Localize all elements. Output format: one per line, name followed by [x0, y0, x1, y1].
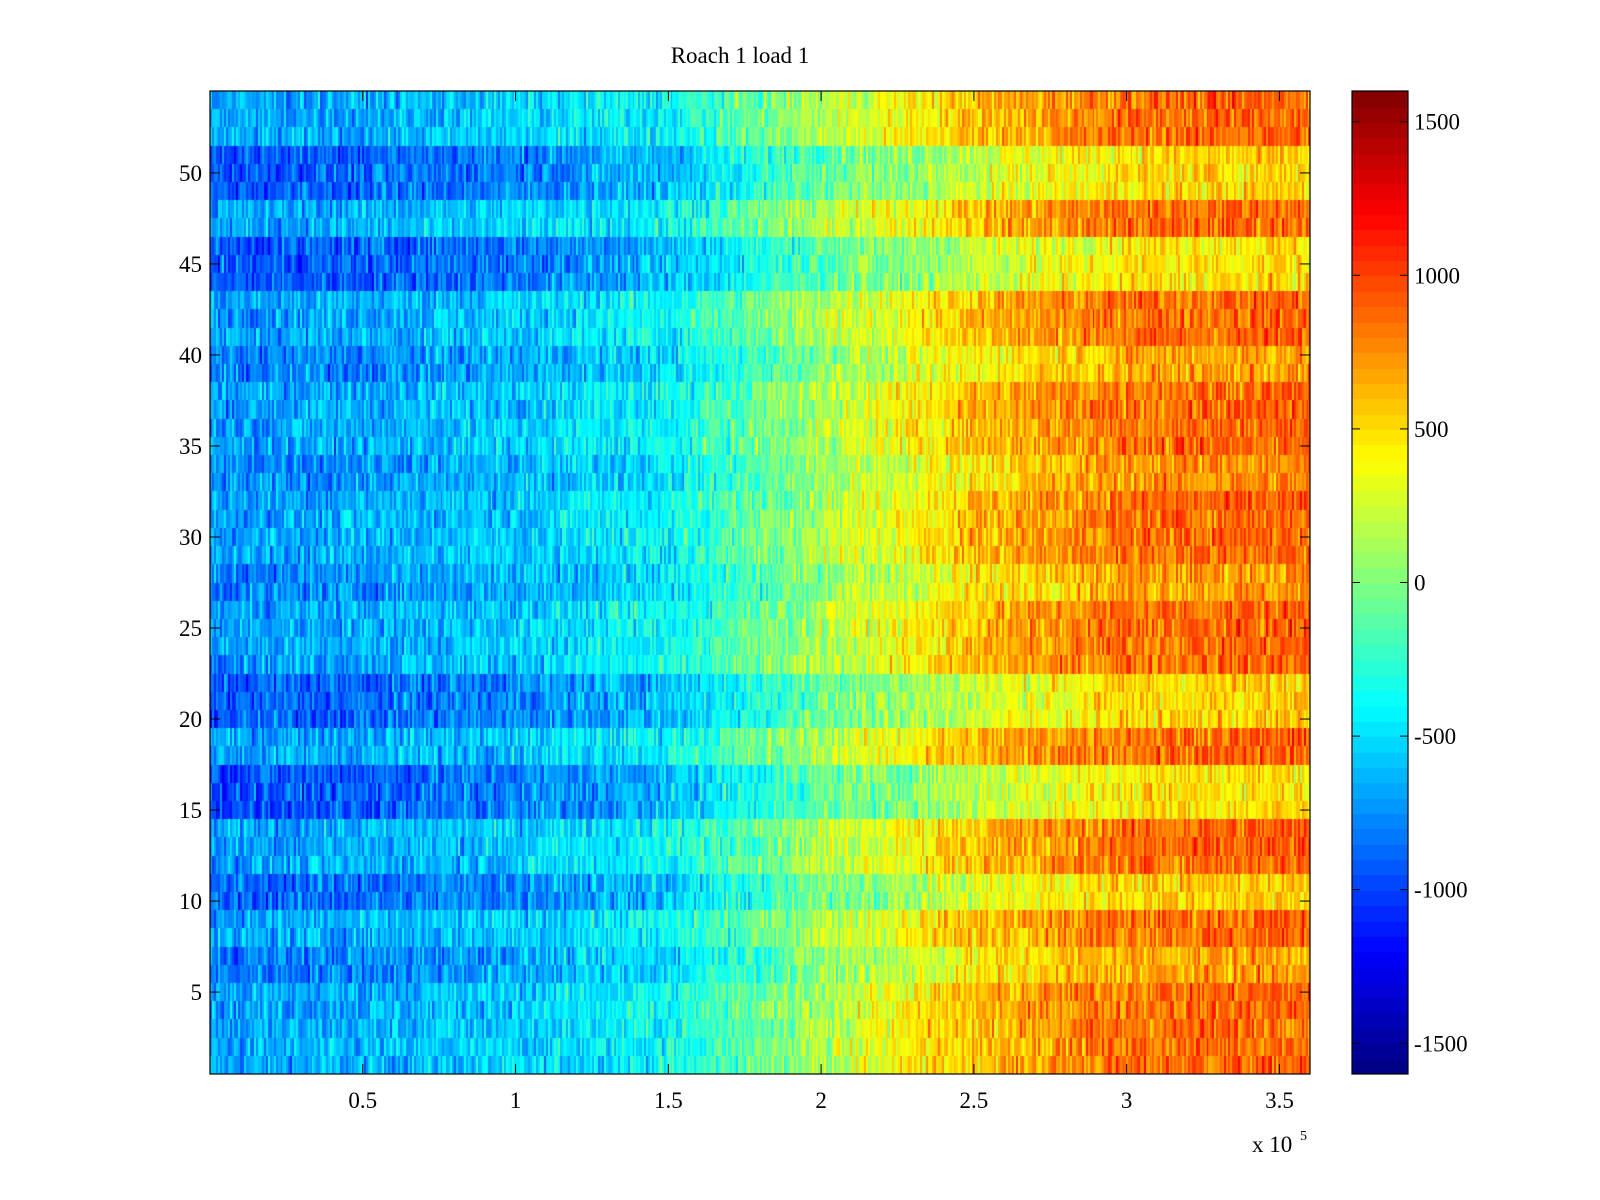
colorbar-tick-label: 0 — [1414, 571, 1426, 596]
colorbar-gradient — [1352, 91, 1408, 1074]
y-tick-label: 30 — [179, 525, 202, 550]
x-tick-label: 1.5 — [654, 1088, 683, 1113]
heatmap-image — [210, 91, 1310, 1074]
chart-title: Roach 1 load 1 — [670, 43, 810, 68]
x-tick-label: 3 — [1121, 1088, 1133, 1113]
x-exponent-superscript: 5 — [1300, 1129, 1307, 1144]
x-tick-label: 3.5 — [1265, 1088, 1294, 1113]
x-exponent-label: x 10 — [1252, 1132, 1292, 1157]
colorbar-tick-label: -1000 — [1414, 878, 1468, 903]
x-axis: 0.5 1 1.5 2 2.5 3 3.5 — [348, 91, 1294, 1113]
y-tick-label: 20 — [179, 707, 202, 732]
y-axis: 5 10 15 20 25 30 35 40 45 50 — [179, 161, 1310, 1005]
colorbar-tick-label: 1500 — [1414, 110, 1460, 135]
y-tick-label: 35 — [179, 434, 202, 459]
x-tick-label: 1 — [510, 1088, 522, 1113]
y-tick-label: 40 — [179, 343, 202, 368]
y-tick-label: 5 — [191, 980, 203, 1005]
colorbar-tick-label: -1500 — [1414, 1031, 1468, 1056]
y-tick-label: 15 — [179, 798, 202, 823]
colorbar-frame — [1351, 90, 1409, 1075]
x-tick-label: 0.5 — [348, 1088, 377, 1113]
x-tick-label: 2 — [815, 1088, 827, 1113]
colorbar-tick-label: -500 — [1414, 724, 1456, 749]
y-tick-label: 50 — [179, 161, 202, 186]
colorbar-tick-label: 500 — [1414, 417, 1449, 442]
y-tick-label: 25 — [179, 616, 202, 641]
colorbar-axis: 1500 1000 500 0 -500 -1000 -1500 — [1352, 110, 1468, 1056]
y-tick-label: 10 — [179, 889, 202, 914]
y-tick-label: 45 — [179, 252, 202, 277]
colorbar-tick-label: 1000 — [1414, 263, 1460, 288]
plot-frame — [209, 90, 1311, 1075]
x-tick-label: 2.5 — [960, 1088, 989, 1113]
